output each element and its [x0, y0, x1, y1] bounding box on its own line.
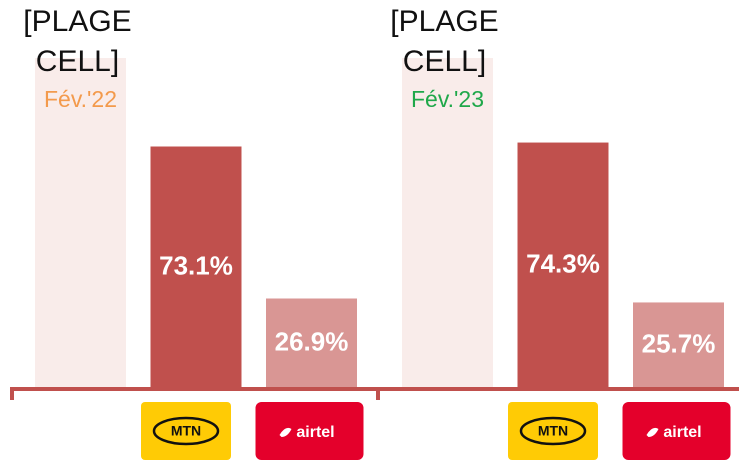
bar — [35, 58, 126, 387]
bar — [266, 298, 357, 387]
bar — [633, 302, 724, 387]
bar — [402, 58, 493, 387]
x-tick-label: airtel — [663, 424, 701, 441]
bar — [150, 146, 242, 387]
value-label: 73.1% — [159, 251, 233, 281]
bar — [517, 142, 609, 387]
chart-title: [PLAGE CELL] — [23, 5, 132, 78]
x-tick-label: airtel — [296, 424, 334, 441]
mtn-logo — [508, 402, 598, 460]
value-label: 26.9% — [275, 327, 349, 357]
mtn-oval — [152, 416, 220, 446]
mtn-logo — [141, 402, 231, 460]
chart-subtitle: Fév.'23 — [411, 86, 484, 112]
chart-subtitle: Fév.'22 — [44, 86, 117, 112]
value-label: 25.7% — [642, 329, 716, 359]
axis-tick — [376, 387, 380, 400]
airtel-swirl — [646, 427, 659, 437]
axis-tick — [10, 387, 14, 400]
axis-line — [10, 387, 739, 391]
x-tick-label: MTN — [538, 423, 568, 439]
x-tick-label: MTN — [171, 423, 201, 439]
airtel-logo — [255, 402, 364, 460]
airtel-logo — [622, 402, 731, 460]
value-label: 74.3% — [526, 249, 600, 279]
mtn-oval — [519, 416, 587, 446]
chart-title: [PLAGE CELL] — [390, 5, 499, 78]
airtel-swirl — [279, 427, 292, 437]
